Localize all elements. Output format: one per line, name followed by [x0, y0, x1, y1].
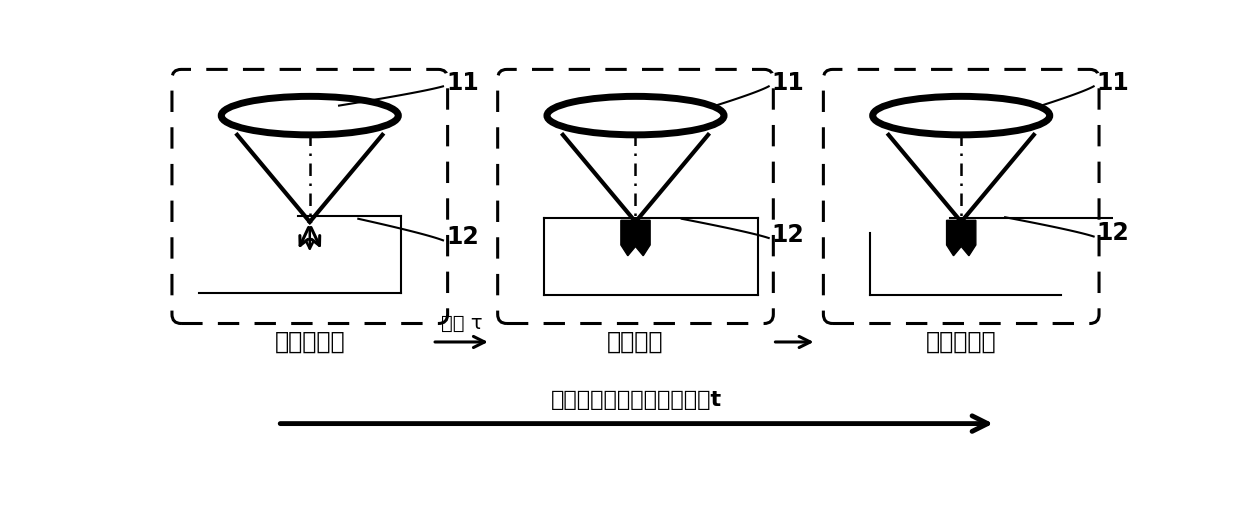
Text: 11: 11 — [446, 71, 479, 95]
Text: 12: 12 — [446, 225, 479, 249]
Ellipse shape — [547, 96, 724, 135]
Text: 12: 12 — [1096, 221, 1128, 246]
Polygon shape — [946, 220, 976, 256]
Text: 时间 τ: 时间 τ — [440, 314, 482, 333]
Text: 材料加工前: 材料加工前 — [274, 330, 345, 354]
Ellipse shape — [221, 96, 398, 135]
Text: 去除加工与改性加工总时间t: 去除加工与改性加工总时间t — [551, 391, 722, 411]
Text: 12: 12 — [771, 223, 805, 247]
Text: 材料加工后: 材料加工后 — [926, 330, 997, 354]
Polygon shape — [621, 220, 650, 256]
Text: 11: 11 — [771, 71, 805, 95]
Ellipse shape — [873, 96, 1050, 135]
Text: 瞬时状态: 瞬时状态 — [608, 330, 663, 354]
Text: 11: 11 — [1096, 71, 1128, 95]
